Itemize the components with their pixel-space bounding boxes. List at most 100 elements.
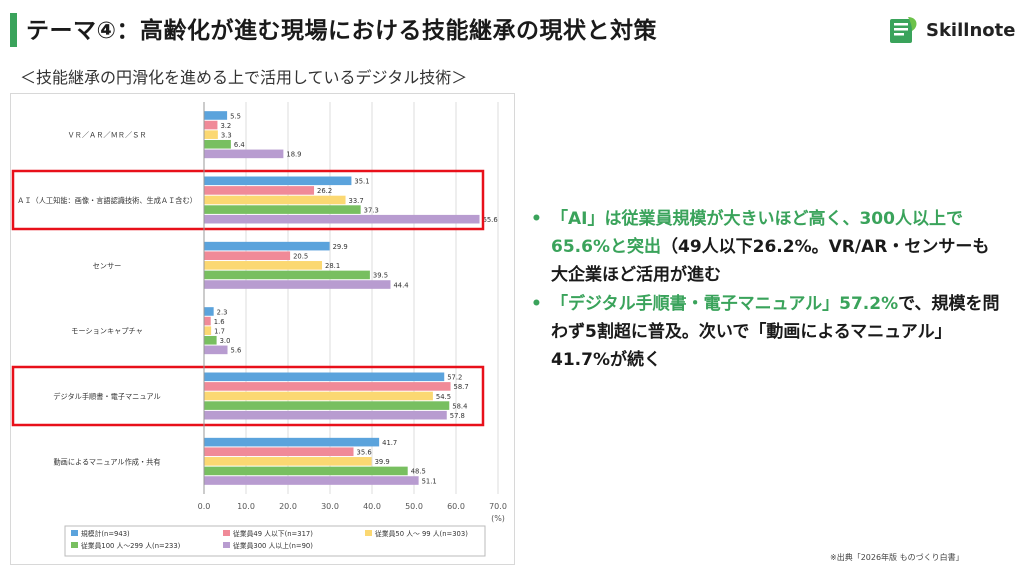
bar — [204, 149, 284, 159]
category-label: モーションキャプチャ — [71, 327, 143, 336]
data-label: 44.4 — [393, 281, 408, 289]
bar-chart: 0.0 10.0 20.0 30.0 40.0 50.0 60.0 70.0 (%) ＶＲ／ＡＲ／… — [10, 93, 515, 565]
legend-label: 従業員49 人以下(n=317) — [233, 529, 313, 538]
bar — [204, 401, 450, 410]
bullet-digital-manual: • 「デジタル手順書・電子マニュアル」57.2%で、規模を問わず5割超に普及。次… — [531, 290, 1001, 374]
bar — [204, 410, 447, 420]
bullet-ai: • 「AI」は従業員規模が大きいほど高く、300人以上で65.6%と突出（49人… — [531, 205, 1001, 289]
bar — [204, 139, 231, 149]
data-label: 41.7 — [382, 439, 397, 447]
bar — [204, 391, 433, 401]
bar — [204, 476, 419, 485]
bar — [204, 382, 451, 391]
bar — [204, 130, 218, 139]
bullet-dot: • — [531, 209, 542, 229]
bullet-ai-highlight: 「AI」は従業員規模が大きいほど高く、300人以上で65.6%と突出 — [551, 209, 963, 257]
legend-swatch — [223, 530, 230, 536]
x-tick-label: 0.0 — [198, 502, 211, 511]
chart-subtitle: ＜技能継承の円滑化を進める上で活用しているデジタル技術＞ — [20, 68, 468, 87]
data-label: 39.9 — [375, 458, 390, 466]
legend-label: 従業員50 人～ 99 人(n=303) — [375, 529, 468, 538]
category-label: デジタル手順書・電子マニュアル — [53, 392, 160, 401]
data-label: 33.7 — [349, 197, 364, 205]
legend-label: 規模計(n=943) — [81, 529, 130, 538]
legend-swatch — [223, 542, 230, 548]
logo-text: Skillnote — [926, 19, 1016, 41]
notebook-leaf-icon — [890, 17, 917, 43]
data-label: 3.2 — [220, 122, 231, 130]
bar-chart-svg: 0.0 10.0 20.0 30.0 40.0 50.0 60.0 70.0 (%) ＶＲ／ＡＲ／… — [11, 102, 507, 557]
data-label: 39.5 — [373, 272, 388, 280]
legend-swatch — [71, 542, 78, 548]
data-label: 5.6 — [231, 347, 242, 355]
bullet-ai-text: （49人以下26.2%。VR/AR・センサーも大企業ほど活用が進む — [551, 237, 990, 285]
data-label: 3.0 — [220, 337, 231, 345]
legend-swatch — [365, 530, 372, 536]
data-label: 6.4 — [234, 141, 245, 149]
data-label: 58.4 — [452, 402, 467, 410]
data-label: 65.6 — [483, 216, 498, 224]
bar — [204, 447, 354, 457]
bar — [204, 316, 211, 326]
x-axis-unit: (%) — [491, 514, 505, 523]
source-note: ※出典「2026年版 ものづくり白書」 — [830, 553, 964, 562]
highlight-box — [11, 365, 485, 427]
bar — [204, 205, 361, 214]
x-tick-label: 60.0 — [447, 502, 465, 511]
legend-label: 従業員300 人以上(n=90) — [233, 541, 313, 550]
data-label: 5.5 — [230, 112, 241, 120]
bar — [204, 466, 408, 476]
bar — [204, 261, 323, 270]
bar — [204, 195, 346, 205]
x-tick-label: 70.0 — [489, 502, 507, 511]
x-tick-label: 50.0 — [405, 502, 423, 511]
data-label: 18.9 — [286, 151, 301, 159]
x-tick-label: 40.0 — [363, 502, 381, 511]
data-label: 35.1 — [354, 178, 369, 186]
legend-label: 従業員100 人～299 人(n=233) — [81, 541, 181, 550]
data-label: 2.3 — [217, 308, 228, 316]
bar — [204, 457, 372, 466]
data-label: 28.1 — [325, 262, 340, 270]
legend-box — [64, 525, 486, 557]
category-label: ＡＩ（人工知能：画像・言語認識技術、生成ＡＩ含む） — [17, 196, 197, 205]
category-label: 動画によるマニュアル作成・共有 — [53, 457, 160, 466]
data-label: 57.2 — [447, 374, 462, 382]
category-label: センサー — [93, 261, 122, 270]
data-label: 58.7 — [454, 383, 469, 391]
x-tick-label: 30.0 — [321, 502, 339, 511]
logo: Skillnote — [886, 12, 1015, 48]
bar — [204, 120, 218, 130]
bullet-dot: • — [531, 294, 542, 314]
highlight-box — [11, 169, 485, 231]
data-label: 3.3 — [221, 131, 232, 139]
bar — [204, 307, 214, 316]
data-label: 54.5 — [436, 393, 451, 401]
x-tick-label: 20.0 — [279, 502, 297, 511]
bar — [204, 345, 228, 355]
bar — [204, 326, 212, 335]
bullet-digital-manual-highlight: 「デジタル手順書・電子マニュアル」57.2% — [551, 294, 899, 314]
data-label: 20.5 — [293, 253, 308, 261]
bar — [204, 186, 315, 195]
bar — [204, 437, 380, 447]
bar — [204, 280, 391, 289]
data-label: 29.9 — [333, 243, 348, 251]
data-label: 48.5 — [411, 468, 426, 476]
title-accent-bar — [10, 13, 17, 47]
data-label: 1.7 — [214, 327, 225, 335]
bar — [204, 214, 480, 224]
data-label: 35.6 — [357, 449, 372, 457]
data-label: 26.2 — [317, 187, 332, 195]
category-label: ＶＲ／ＡＲ／ＭＲ／ＳＲ — [67, 131, 146, 140]
bar — [204, 111, 228, 120]
bar — [204, 176, 352, 186]
legend-swatch — [71, 530, 78, 536]
bar — [204, 251, 291, 261]
data-label: 57.8 — [450, 412, 465, 420]
bar — [204, 372, 445, 382]
slide-title: テーマ④：高齢化が進む現場における技能継承の現状と対策 — [26, 18, 657, 44]
bar — [204, 241, 330, 251]
bar — [204, 270, 370, 280]
data-label: 37.3 — [364, 206, 379, 214]
